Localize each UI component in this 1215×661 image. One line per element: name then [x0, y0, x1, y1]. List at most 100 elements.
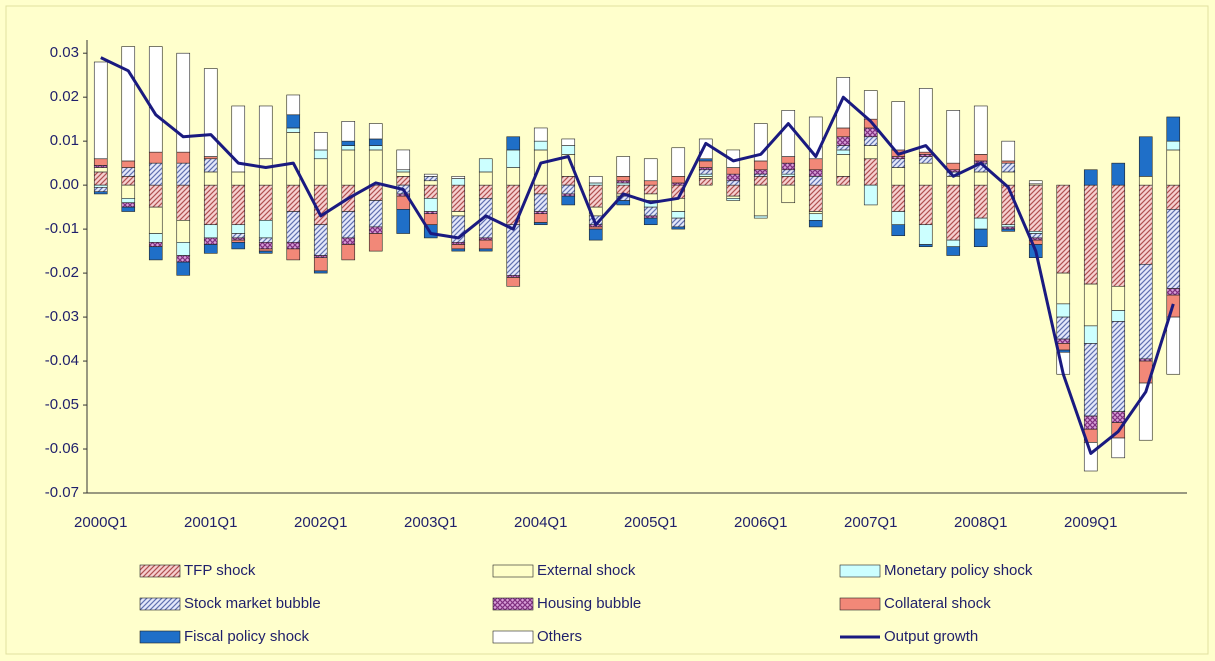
bar-segment — [368, 200, 383, 228]
bar-segment — [121, 160, 136, 168]
bar-segment — [231, 233, 246, 239]
bar-segment — [561, 184, 576, 195]
bar-segment — [258, 220, 273, 239]
bar-segment — [258, 248, 273, 252]
bar-segment — [1111, 321, 1126, 412]
bar-segment — [93, 187, 108, 193]
bar-segment — [891, 101, 906, 151]
bar-segment — [891, 156, 906, 160]
bar-segment — [643, 158, 658, 182]
bar-segment — [231, 171, 246, 186]
bar-segment — [1083, 343, 1098, 417]
bar-segment — [808, 184, 823, 212]
bar-segment — [1028, 231, 1043, 234]
bar-segment — [368, 145, 383, 151]
bar-segment — [753, 176, 768, 186]
bar-segment — [148, 206, 163, 234]
bar-segment — [1083, 283, 1098, 327]
bar-segment — [1001, 140, 1016, 162]
bar-segment — [121, 202, 136, 208]
bar-segment — [1001, 226, 1016, 230]
bar-segment — [203, 158, 218, 173]
legend-label: External shock — [537, 562, 636, 579]
bar-segment — [341, 237, 356, 245]
bar-segment — [698, 160, 713, 168]
bar-segment — [1111, 437, 1126, 459]
bar-segment — [258, 105, 273, 160]
y-tick-label: 0.01 — [50, 132, 79, 149]
bar-segment — [643, 206, 658, 217]
y-tick-label: -0.01 — [45, 220, 79, 237]
bar-segment — [671, 176, 686, 184]
bar-segment — [698, 158, 713, 162]
bar-segment — [533, 184, 548, 195]
bar-segment — [808, 220, 823, 228]
bar-segment — [836, 154, 851, 177]
bar-segment — [918, 156, 933, 164]
bar-segment — [368, 149, 383, 186]
bar-segment — [946, 246, 961, 256]
bar-segment — [121, 184, 136, 199]
bar-segment — [176, 184, 191, 221]
bar-segment — [671, 217, 686, 228]
bar-segment — [726, 198, 741, 201]
bar-segment — [258, 237, 273, 243]
bar-segment — [891, 224, 906, 237]
bar-segment — [643, 180, 658, 186]
bar-segment — [176, 52, 191, 153]
bar-segment — [946, 239, 961, 248]
bar-segment — [973, 217, 988, 230]
bar-segment — [643, 215, 658, 219]
bar-segment — [561, 138, 576, 146]
legend-label: TFP shock — [184, 562, 256, 579]
x-tick-label: 2002Q1 — [294, 514, 347, 531]
bar-segment — [643, 217, 658, 226]
bar-segment — [423, 180, 438, 186]
bar-segment — [616, 180, 631, 184]
y-tick-label: -0.06 — [45, 440, 79, 457]
bar-segment — [231, 184, 246, 226]
bar-segment — [176, 162, 191, 186]
bar-segment — [1001, 160, 1016, 164]
bar-segment — [863, 184, 878, 206]
bar-segment — [533, 149, 548, 186]
bar-segment — [643, 184, 658, 195]
legend-swatch — [139, 597, 181, 611]
bar-segment — [973, 184, 988, 219]
bar-segment — [93, 171, 108, 186]
bar-segment — [506, 136, 521, 151]
bar-segment — [341, 149, 356, 186]
bar-segment — [478, 171, 493, 186]
y-tick-label: -0.07 — [45, 484, 79, 501]
bar-segment — [1166, 184, 1181, 210]
bar-segment — [478, 239, 493, 250]
legend-swatch — [839, 564, 881, 578]
bar-segment — [506, 224, 521, 276]
bar-segment — [671, 226, 686, 230]
bar-segment — [616, 182, 631, 186]
bar-segment — [726, 173, 741, 182]
bar-segment — [918, 244, 933, 248]
bar-segment — [918, 184, 933, 226]
bar-segment — [588, 228, 603, 241]
bar-segment — [781, 176, 796, 186]
bar-segment — [203, 237, 218, 245]
bar-segment — [341, 121, 356, 142]
bar-segment — [121, 206, 136, 212]
bar-segment — [808, 158, 823, 171]
bar-segment — [753, 215, 768, 219]
bar-segment — [973, 154, 988, 162]
bar-segment — [1138, 176, 1153, 186]
bar-segment — [891, 158, 906, 168]
bar-segment — [1166, 116, 1181, 142]
y-tick-label: 0.00 — [50, 176, 79, 193]
bar-segment — [286, 94, 301, 116]
bar-segment — [121, 46, 136, 162]
bar-segment — [946, 110, 961, 164]
bar-segment — [286, 211, 301, 243]
bar-segment — [973, 171, 988, 186]
bar-segment — [341, 211, 356, 239]
bar-segment — [1166, 149, 1181, 186]
bar-segment — [176, 151, 191, 164]
bar-segment — [698, 167, 713, 171]
